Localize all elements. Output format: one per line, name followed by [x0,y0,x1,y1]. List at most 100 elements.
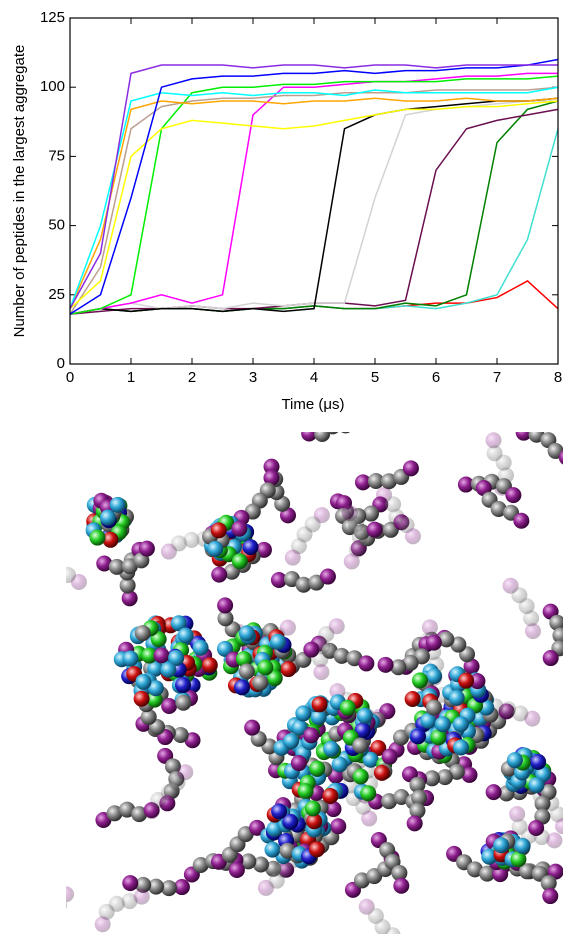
bead [210,522,227,539]
bead [231,553,248,570]
bead [313,664,330,681]
bead [325,801,342,818]
bead [514,837,531,854]
chart: Time (μs) Number of peptides in the larg… [11,9,562,413]
bead [331,756,348,773]
bead [170,535,187,552]
bead [393,789,410,806]
x-tick-label: 8 [554,369,562,386]
bead [121,893,138,910]
bead [168,649,185,666]
bead [177,627,194,644]
bead [238,625,255,642]
series-line [69,58,559,315]
bead [141,647,158,664]
molecular-snapshot [66,432,563,934]
y-tick-label: 25 [48,286,65,303]
bead [485,432,502,449]
bead [303,641,320,658]
bead [530,753,547,770]
bead [452,716,469,733]
bead [244,719,261,736]
bead [479,865,496,882]
bead [172,726,189,743]
bead [542,650,559,667]
bead [89,529,106,546]
bead [94,916,111,933]
series-line [69,86,559,315]
bead [402,460,419,477]
bead [242,539,259,556]
bead [211,566,228,583]
bead [436,769,453,786]
bead [373,764,390,781]
bead [340,432,351,434]
bead [524,710,541,727]
bead [148,878,165,895]
bead [333,647,350,664]
bead [356,707,373,724]
bead [448,689,465,706]
bead [404,690,421,707]
bead [370,740,387,757]
bead [238,663,255,680]
x-tick-label: 4 [310,369,318,386]
bead [192,639,209,656]
bead [466,861,483,878]
bead [339,699,356,716]
bead [109,496,126,513]
bead [524,623,541,640]
bead [343,553,360,570]
series-line [69,72,558,315]
bead [133,888,150,905]
bead [228,861,245,878]
bead [354,474,371,491]
x-axis-label: Time (μs) [281,396,344,413]
bead [430,729,447,746]
plot-frame [69,17,559,365]
bead [119,577,136,594]
bead [263,469,280,486]
x-tick-label: 5 [371,369,379,386]
bead [108,558,125,575]
bead [99,509,116,526]
bead [322,787,339,804]
series-line [69,86,559,309]
bead [523,610,540,627]
bead [540,875,557,892]
bead [380,473,397,490]
bead [330,818,347,835]
bead [295,705,312,722]
bead [279,842,296,859]
bead [282,813,299,830]
y-tick-label: 100 [40,78,65,95]
bead [170,615,187,632]
bead [384,927,401,934]
bead [106,805,123,822]
bead [308,841,325,858]
bead [391,864,408,881]
bead [457,476,474,493]
bead [301,432,318,442]
bead [192,857,209,874]
bead [453,739,470,756]
bead [147,660,164,677]
bead [177,764,194,781]
bead [249,819,266,836]
bead [410,728,427,745]
bead [458,672,475,689]
bead [326,432,339,435]
bead [485,784,502,801]
bead [409,802,426,819]
bead [138,540,155,557]
bead [552,627,563,644]
bead [360,785,377,802]
y-tick-label: 75 [48,147,65,164]
bead [425,699,442,716]
y-axis-label: Number of peptides in the largest aggreg… [11,45,28,338]
bead [351,528,368,545]
bead [492,866,509,883]
y-tick-label: 50 [48,217,65,234]
bead [290,755,307,772]
